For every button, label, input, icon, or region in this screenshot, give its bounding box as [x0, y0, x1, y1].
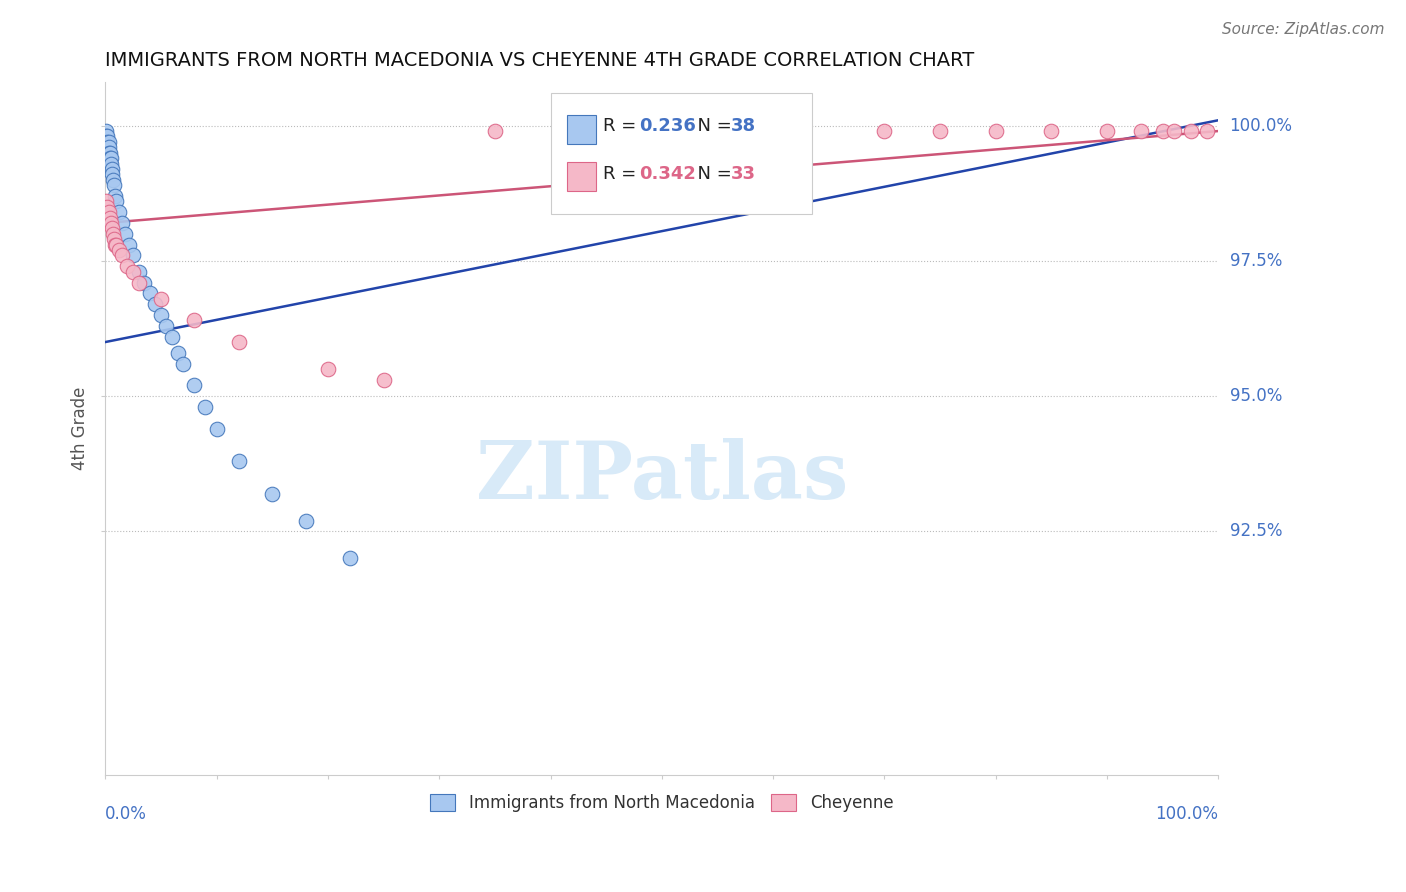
Point — [128, 276, 150, 290]
Point — [1129, 124, 1152, 138]
Point — [149, 308, 172, 322]
Point — [484, 124, 506, 138]
Point — [166, 346, 188, 360]
Point — [194, 400, 217, 414]
Point — [105, 194, 128, 209]
Point — [96, 200, 118, 214]
Text: 0.236: 0.236 — [640, 117, 696, 135]
Text: 92.5%: 92.5% — [1230, 523, 1282, 541]
Point — [143, 297, 166, 311]
Point — [107, 205, 129, 219]
FancyBboxPatch shape — [567, 115, 596, 144]
Point — [262, 486, 284, 500]
Text: R =: R = — [603, 165, 641, 184]
Point — [96, 124, 118, 138]
Text: 100.0%: 100.0% — [1230, 117, 1292, 135]
Text: 33: 33 — [731, 165, 756, 184]
Point — [103, 178, 125, 193]
Point — [122, 248, 145, 262]
Point — [101, 173, 124, 187]
Point — [122, 265, 145, 279]
Point — [155, 318, 177, 333]
Point — [1180, 124, 1202, 138]
Point — [101, 221, 124, 235]
Point — [101, 167, 124, 181]
Point — [373, 373, 395, 387]
Point — [117, 260, 139, 274]
Point — [316, 362, 339, 376]
Text: IMMIGRANTS FROM NORTH MACEDONIA VS CHEYENNE 4TH GRADE CORRELATION CHART: IMMIGRANTS FROM NORTH MACEDONIA VS CHEYE… — [105, 51, 974, 70]
Text: Source: ZipAtlas.com: Source: ZipAtlas.com — [1222, 22, 1385, 37]
Text: ZIPatlas: ZIPatlas — [475, 438, 848, 516]
Text: 95.0%: 95.0% — [1230, 387, 1282, 405]
Text: 38: 38 — [731, 117, 756, 135]
Point — [1163, 124, 1185, 138]
Point — [128, 265, 150, 279]
Point — [100, 156, 122, 170]
Text: N =: N = — [686, 165, 738, 184]
Point — [111, 248, 134, 262]
Text: 100.0%: 100.0% — [1156, 805, 1219, 823]
Point — [139, 286, 162, 301]
Point — [101, 227, 124, 241]
Point — [100, 151, 122, 165]
Point — [134, 276, 156, 290]
Point — [98, 145, 121, 160]
Y-axis label: 4th Grade: 4th Grade — [72, 387, 89, 470]
Point — [111, 216, 134, 230]
Point — [1095, 124, 1118, 138]
Point — [1152, 124, 1174, 138]
Point — [96, 194, 118, 209]
FancyBboxPatch shape — [567, 162, 596, 191]
Point — [228, 334, 250, 349]
Point — [105, 237, 128, 252]
Point — [339, 551, 361, 566]
Point — [96, 129, 118, 144]
Point — [96, 129, 118, 144]
Text: R =: R = — [603, 117, 641, 135]
Point — [929, 124, 952, 138]
Point — [97, 140, 120, 154]
Point — [114, 227, 136, 241]
Point — [117, 237, 139, 252]
Point — [294, 514, 316, 528]
Point — [762, 124, 785, 138]
Point — [651, 124, 673, 138]
Point — [1040, 124, 1063, 138]
Point — [160, 329, 183, 343]
Point — [101, 161, 124, 176]
Point — [1197, 124, 1219, 138]
Text: N =: N = — [686, 117, 738, 135]
Point — [183, 313, 205, 327]
Point — [97, 135, 120, 149]
Point — [98, 211, 121, 225]
Point — [98, 151, 121, 165]
Point — [984, 124, 1007, 138]
Point — [100, 216, 122, 230]
Text: 0.0%: 0.0% — [105, 805, 148, 823]
Point — [104, 237, 127, 252]
Text: 97.5%: 97.5% — [1230, 252, 1282, 270]
Text: 0.342: 0.342 — [640, 165, 696, 184]
Point — [149, 292, 172, 306]
Point — [103, 232, 125, 246]
Point — [96, 135, 118, 149]
Point — [97, 145, 120, 160]
Point — [107, 243, 129, 257]
Point — [228, 454, 250, 468]
Legend: Immigrants from North Macedonia, Cheyenne: Immigrants from North Macedonia, Cheyenn… — [423, 787, 900, 819]
Point — [104, 189, 127, 203]
Point — [873, 124, 896, 138]
FancyBboxPatch shape — [551, 93, 813, 214]
Point — [97, 205, 120, 219]
Point — [172, 357, 194, 371]
Point — [205, 422, 228, 436]
Point — [183, 378, 205, 392]
